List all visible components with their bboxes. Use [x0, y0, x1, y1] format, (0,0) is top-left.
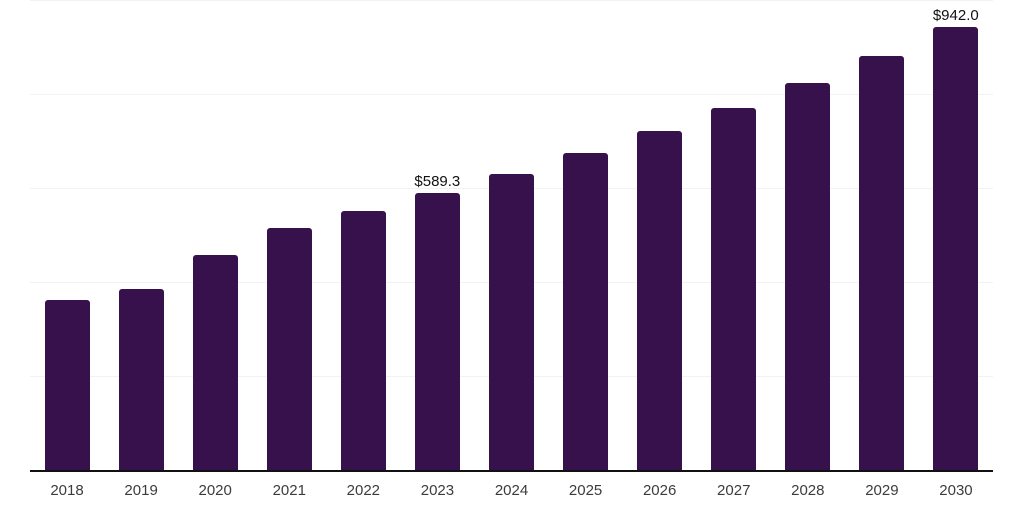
x-tick-label-2018: 2018	[50, 482, 84, 499]
x-tick-label-2026: 2026	[642, 482, 677, 499]
bar-2028	[785, 82, 831, 470]
x-tick-label-2029: 2029	[865, 482, 899, 499]
x-axis-line	[30, 470, 993, 472]
x-tick-label-2028: 2028	[791, 482, 825, 499]
data-label-2030: $942.0	[932, 7, 979, 25]
x-tick-label-2022: 2022	[346, 482, 381, 499]
bars-container: $589.3 $942.0	[30, 0, 993, 470]
x-tick-label-2027: 2027	[717, 482, 751, 499]
x-axis-tick-labels: 2018 2019 2020 2021 2022 2023 2024 2025 2026 2027…	[30, 482, 993, 499]
x-tick-label-2030: 2030	[939, 482, 973, 499]
bar-2030: $942.0	[933, 7, 979, 470]
bar-2021	[266, 227, 312, 470]
x-tick-label-2025: 2025	[568, 482, 603, 499]
bar-2026	[637, 131, 683, 470]
x-tick-label-2024: 2024	[494, 482, 529, 499]
bar-2019	[118, 288, 164, 470]
x-tick-label-2021: 2021	[272, 482, 306, 499]
bar-2023: $589.3	[414, 173, 460, 470]
bar-2022	[340, 210, 386, 470]
gridline	[30, 94, 993, 95]
bar-2029	[859, 55, 905, 470]
x-tick-label-2023: 2023	[420, 482, 455, 499]
x-tick-label-2019: 2019	[124, 482, 158, 499]
bar-2027	[711, 107, 757, 470]
plot-area: $589.3 $942.0	[30, 0, 993, 470]
data-label-2023: $589.3	[414, 173, 461, 191]
gridline	[30, 0, 993, 1]
x-tick-label-2020: 2020	[198, 482, 232, 499]
bar-2020	[192, 255, 238, 470]
bar-2025	[562, 153, 608, 470]
bar-2018	[44, 299, 90, 470]
bar-2024	[488, 173, 534, 470]
